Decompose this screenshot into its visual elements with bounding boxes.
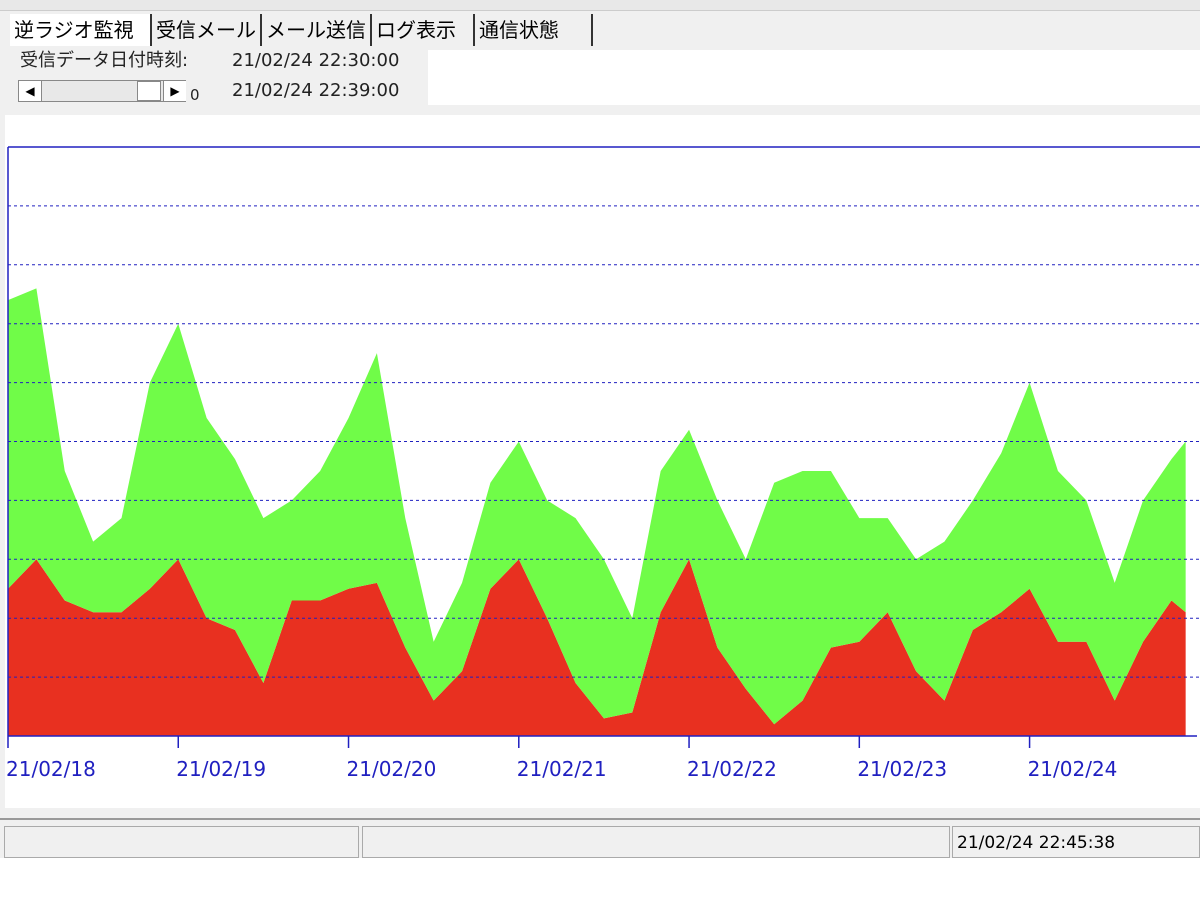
status-cell (362, 826, 950, 858)
info-panel (428, 50, 1200, 105)
x-tick-label: 21/02/22 (687, 757, 777, 781)
x-tick-label: 21/02/19 (176, 757, 266, 781)
x-tick-label: 21/02/23 (857, 757, 947, 781)
scroll-left[interactable]: ◀ (19, 81, 42, 101)
x-tick-label: 21/02/21 (517, 757, 607, 781)
tab[interactable]: 逆ラジオ監視 (10, 14, 152, 46)
time-from: 21/02/24 22:30:00 (232, 50, 400, 71)
scroll-value: 0 (190, 86, 200, 104)
scroll-thumb[interactable] (137, 81, 161, 101)
menu-bar (0, 0, 1200, 11)
x-tick-label: 21/02/18 (6, 757, 96, 781)
info-label: 受信データ日付時刻: (20, 50, 189, 71)
app-window: 逆ラジオ監視 受信メール メール送信 ログ表示 通信状態 受信データ日付時刻: … (0, 0, 1200, 858)
tab[interactable]: メール送信 (262, 14, 372, 46)
chart: 21/02/18 21/02/19 21/02/20 21/02/21 21/02/22… (6, 146, 1200, 781)
area (8, 559, 1186, 736)
tab[interactable]: 通信状態 (475, 14, 593, 46)
scrollbar[interactable]: ◀ ▶ (18, 80, 186, 102)
status-bar: 21/02/24 22:45:38 (0, 818, 1200, 860)
x-tick-label: 21/02/20 (347, 757, 437, 781)
tab[interactable]: ログ表示 (372, 14, 475, 46)
status-time: 21/02/24 22:45:38 (952, 826, 1200, 858)
status-cell (4, 826, 359, 858)
x-tick-label: 21/02/24 (1028, 757, 1118, 781)
area (8, 288, 1186, 725)
time-to: 21/02/24 22:39:00 (232, 80, 400, 101)
scroll-right[interactable]: ▶ (163, 81, 186, 101)
tab[interactable]: 受信メール (152, 14, 262, 46)
